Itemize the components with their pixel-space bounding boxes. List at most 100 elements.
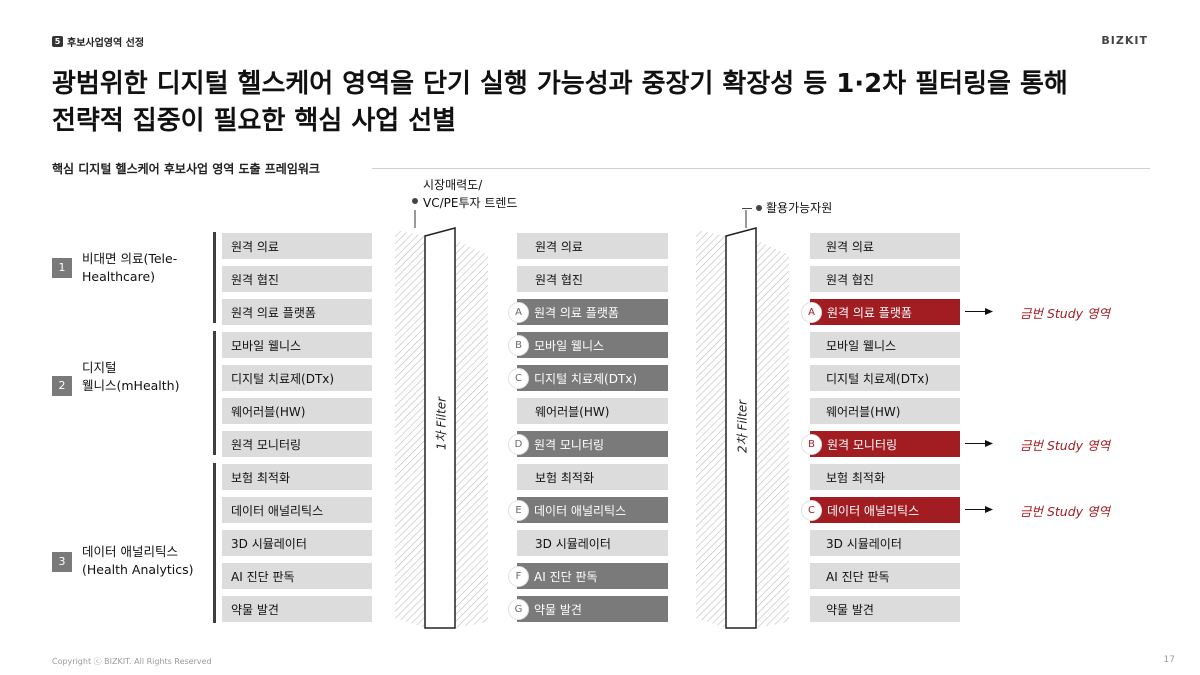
col2-item-highlight: E 데이터 애널리틱스: [508, 497, 668, 523]
filter-2-graphic: [696, 210, 789, 629]
col1-item: 웨어러블(HW): [222, 398, 372, 424]
filter-1-graphic: [395, 210, 488, 629]
col2-item: 웨어러블(HW): [517, 398, 668, 424]
col2-item-label: 디지털 치료제(DTx): [534, 371, 638, 386]
study-area-label: 금번 Study 영역: [1020, 504, 1111, 519]
filter-1-label: 1차 Filter: [434, 396, 449, 451]
marker-badge: A: [508, 301, 529, 323]
col1-item: 데이터 애널리틱스: [222, 497, 372, 523]
col3-item: 디지털 치료제(DTx): [810, 365, 960, 391]
col3-item: 보험 최적화: [810, 464, 960, 490]
col2-item-highlight: D 원격 모니터링: [508, 431, 668, 457]
col2-item: 원격 협진: [517, 266, 668, 292]
col1-item: AI 진단 판독: [222, 563, 372, 589]
framework-divider: [372, 168, 1150, 169]
filter-1-panel: [424, 227, 456, 629]
filter-2-note-dot: [756, 205, 762, 211]
col3-item: 약물 발견: [810, 596, 960, 622]
filter-2-panel: [725, 227, 757, 629]
col2-item-highlight: F AI 진단 판독: [508, 563, 668, 589]
col2-item-label: 원격 모니터링: [534, 437, 605, 452]
col2-item-highlight: B 모바일 웰니스: [508, 332, 668, 358]
col3-item-selected: C 데이터 애널리틱스: [801, 497, 960, 523]
marker-badge: B: [508, 334, 529, 356]
category-1-label: 비대면 의료(Tele- Healthcare): [82, 250, 177, 286]
filter-2-label: 2차 Filter: [735, 399, 750, 454]
marker-badge: C: [508, 367, 529, 389]
col2-item-highlight: A 원격 의료 플랫폼: [508, 299, 668, 325]
study-area-label: 금번 Study 영역: [1020, 306, 1111, 321]
col2-item-label: 원격 의료 플랫폼: [534, 305, 619, 320]
category-3-label-line2: (Health Analytics): [82, 562, 194, 577]
marker-badge: C: [801, 499, 822, 521]
filter-1-note: 시장매력도/ VC/PE투자 트렌드: [412, 178, 517, 228]
marker-badge: B: [801, 433, 822, 455]
col2-item-label: 데이터 애널리틱스: [534, 503, 627, 518]
col1-item: 원격 의료: [222, 233, 372, 259]
col3-item-selected: A 원격 의료 플랫폼: [801, 299, 960, 325]
col1-item: 3D 시뮬레이터: [222, 530, 372, 556]
page-title-line2: 전략적 집중이 필요한 핵심 사업 선별: [52, 106, 457, 136]
category-1: 1 비대면 의료(Tele- Healthcare): [52, 251, 177, 286]
col2-item-label: AI 진단 판독: [534, 569, 598, 584]
brand-logo: BIZKIT: [1101, 34, 1148, 47]
page-title: 광범위한 디지털 헬스케어 영역을 단기 실행 가능성과 중장기 확장성 등 1…: [52, 66, 1152, 140]
section-number: 5: [52, 36, 63, 47]
arrow-right-icon: [965, 308, 993, 315]
framework-label: 핵심 디지털 헬스케어 후보사업 영역 도출 프레임워크: [52, 162, 320, 176]
filter-1-note-text: 시장매력도/ VC/PE투자 트렌드: [423, 176, 517, 212]
col3-item: 웨어러블(HW): [810, 398, 960, 424]
category-3-bar: [213, 463, 216, 623]
col3-item-label: 데이터 애널리틱스: [827, 503, 920, 518]
col1-item: 원격 모니터링: [222, 431, 372, 457]
category-1-label-line1: 비대면 의료(Tele-: [82, 251, 178, 266]
study-area-label: 금번 Study 영역: [1020, 438, 1111, 453]
page-title-line1: 광범위한 디지털 헬스케어 영역을 단기 실행 가능성과 중장기 확장성 등 1…: [52, 69, 1068, 99]
col3-item: 3D 시뮬레이터: [810, 530, 960, 556]
category-2-label-line1: 디지털: [82, 360, 117, 375]
col3-item-selected: B 원격 모니터링: [801, 431, 960, 457]
arrow-right-icon: [965, 506, 993, 513]
section-title: 후보사업영역 선정: [67, 38, 145, 49]
filter-1-shadow-left: [395, 230, 425, 628]
category-2-label-line2: 웰니스(mHealth): [82, 378, 180, 393]
category-2: 2 디지털 웰니스(mHealth): [52, 360, 180, 396]
col3-item: 모바일 웰니스: [810, 332, 960, 358]
category-1-label-line2: Healthcare): [82, 269, 156, 284]
filter-1-note-dot: [412, 198, 418, 204]
col3-item: AI 진단 판독: [810, 563, 960, 589]
copyright: Copyright ⓒ BIZKIT. All Rights Reserved: [52, 657, 212, 666]
col2-item: 보험 최적화: [517, 464, 668, 490]
col3-item: 원격 의료: [810, 233, 960, 259]
arrow-right-icon: [965, 440, 993, 447]
col1-item: 모바일 웰니스: [222, 332, 372, 358]
section-tag: 5 후보사업영역 선정: [52, 34, 144, 49]
marker-badge: A: [801, 301, 822, 323]
filter-2-note-line: [742, 207, 752, 209]
filter-2-note-text: 활용가능자원: [766, 201, 833, 215]
category-1-bar: [213, 232, 216, 323]
col1-item: 원격 협진: [222, 266, 372, 292]
filter-2-shadow-right: [756, 240, 789, 628]
col1-item: 디지털 치료제(DTx): [222, 365, 372, 391]
category-3-badge: 3: [52, 552, 72, 572]
col2-item: 원격 의료: [517, 233, 668, 259]
filter-1-note-line2: VC/PE투자 트렌드: [423, 196, 518, 210]
marker-badge: G: [508, 598, 529, 620]
col2-item-label: 약물 발견: [534, 602, 582, 617]
filter-1-note-line1: 시장매력도/: [423, 178, 483, 192]
col2-item: 3D 시뮬레이터: [517, 530, 668, 556]
filter-2-shadow-left: [696, 230, 726, 628]
marker-badge: E: [508, 499, 529, 521]
page-number: 17: [1163, 655, 1175, 665]
col1-item: 보험 최적화: [222, 464, 372, 490]
filter-1-shadow-right: [455, 240, 488, 628]
category-3: 3 데이터 애널리틱스 (Health Analytics): [52, 544, 194, 579]
col1-item: 약물 발견: [222, 596, 372, 622]
category-3-label-line1: 데이터 애널리틱스: [82, 544, 178, 559]
col3-item: 원격 협진: [810, 266, 960, 292]
category-1-badge: 1: [52, 258, 72, 278]
category-2-bar: [213, 331, 216, 455]
col2-item-highlight: C 디지털 치료제(DTx): [508, 365, 668, 391]
col1-item: 원격 의료 플랫폼: [222, 299, 372, 325]
